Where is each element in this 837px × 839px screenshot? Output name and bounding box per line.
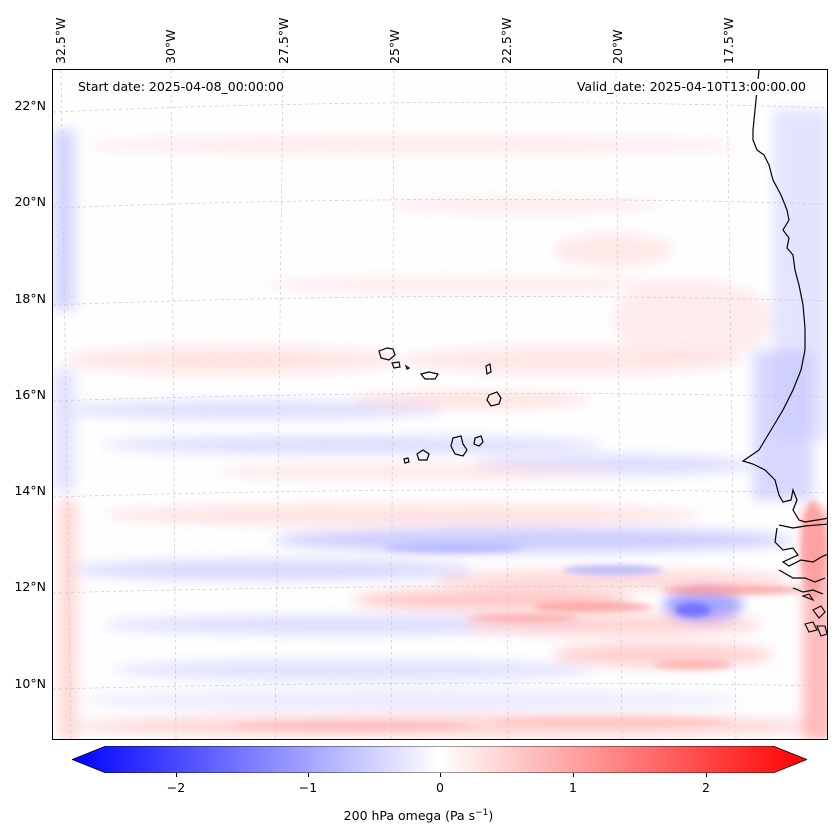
colorbar-tickmark [706, 773, 707, 777]
bissagos-islands [801, 593, 827, 637]
cape-verde-islands [378, 347, 502, 464]
africa-coastline [741, 70, 827, 523]
lon-label-22-5w: 22.5°W [499, 17, 514, 64]
colorbar-units-exponent: −1 [475, 808, 489, 818]
start-date-label: Start date: 2025-04-08_00:00:00 [75, 79, 287, 95]
lon-label-17-5w: 17.5°W [721, 17, 736, 64]
lat-label-22n: 22°N [14, 98, 46, 113]
lon-label-25w: 25°W [387, 29, 402, 64]
omega-shading [53, 110, 827, 739]
colorbar-tick-2: 2 [702, 780, 710, 795]
omega-map-panel: Start date: 2025-04-08_00:00:00 Valid_da… [52, 69, 828, 740]
colorbar-tickmark [176, 773, 177, 777]
omega-colorbar [72, 746, 807, 773]
lat-label-18n: 18°N [14, 291, 46, 306]
lon-label-27-5w: 27.5°W [276, 17, 291, 64]
omega-field [53, 70, 827, 739]
valid-date-label: Valid_date: 2025-04-10T13:00:00.00 [573, 79, 809, 95]
omega-streaks [233, 500, 825, 731]
lon-label-20w: 20°W [610, 29, 625, 64]
colorbar-tickmark [440, 773, 441, 777]
colorbar-tickmark [573, 773, 574, 777]
gambia-coast [774, 523, 827, 595]
lat-label-10n: 10°N [14, 676, 46, 691]
graticule [53, 70, 827, 739]
colorbar-tick-0: 0 [436, 780, 444, 795]
lon-label-30w: 30°W [163, 29, 178, 64]
lat-label-16n: 16°N [14, 387, 46, 402]
colorbar-body [72, 746, 807, 773]
colorbar-tick-neg2: −2 [166, 780, 186, 795]
colorbar-tick-neg1: −1 [298, 780, 318, 795]
lon-label-32-5w: 32.5°W [53, 17, 68, 64]
colorbar-tick-1: 1 [569, 780, 577, 795]
colorbar-variable: 200 hPa omega [343, 808, 442, 824]
lat-label-20n: 20°N [14, 194, 46, 209]
colorbar-tickmark [308, 773, 309, 777]
colorbar-label: 200 hPa omega (Pa s−1) [343, 808, 494, 824]
colorbar-units: Pa s [450, 808, 476, 824]
lat-label-14n: 14°N [14, 483, 46, 498]
lat-label-12n: 12°N [14, 579, 46, 594]
